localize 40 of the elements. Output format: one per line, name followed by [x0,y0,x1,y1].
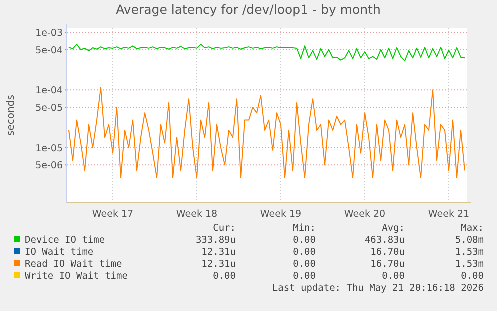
text: 0.00 [293,247,316,258]
text: 333.89u [196,235,236,246]
legend-label: Write IO Wait time [25,271,128,282]
x-tick-label: Week 18 [176,209,218,220]
text: 16.70u [370,259,405,270]
text: Max: [461,223,484,234]
y-tick-label: 5e-06 [36,160,63,172]
x-tick-label: Week 17 [92,209,134,220]
y-axis-title: seconds [6,95,17,136]
y-tick-label: 1e-03 [36,28,63,40]
line-series [68,44,466,62]
x-tick-label: Week 20 [344,209,386,220]
chart-title: Average latency for /dev/loop1 - by month [116,2,381,17]
text: 0.00 [213,271,236,282]
text: 12.31u [202,259,236,270]
x-tick-label: Week 21 [428,209,470,220]
legend-label: Read IO Wait time [25,259,123,270]
text: 0.00 [293,259,316,270]
text: 0.00 [382,271,406,282]
y-tick-label: 5e-04 [36,45,63,56]
text: Min: [293,223,316,234]
text: 463.83u [364,235,405,246]
y-tick-label: 1e-04 [36,86,63,97]
legend-label: Device IO time [25,235,106,246]
text: 1.53m [455,247,484,258]
text: Avg: [382,223,405,234]
text: 5.08m [455,235,484,246]
y-tick-label: 1e-05 [36,143,63,154]
text: 1.53m [455,259,484,270]
text: Cur: [213,223,236,234]
text: Last update: Thu May 21 20:16:18 2026 [272,283,484,294]
line-series [68,87,466,178]
text: 0.00 [461,271,484,282]
text: 16.70u [370,247,405,258]
y-tick-label: 5e-05 [36,103,63,114]
legend-label: IO Wait time [25,247,94,258]
text: 0.00 [293,271,316,282]
text: 0.00 [293,235,316,246]
text: 12.31u [202,247,236,258]
x-tick-label: Week 19 [260,209,302,220]
